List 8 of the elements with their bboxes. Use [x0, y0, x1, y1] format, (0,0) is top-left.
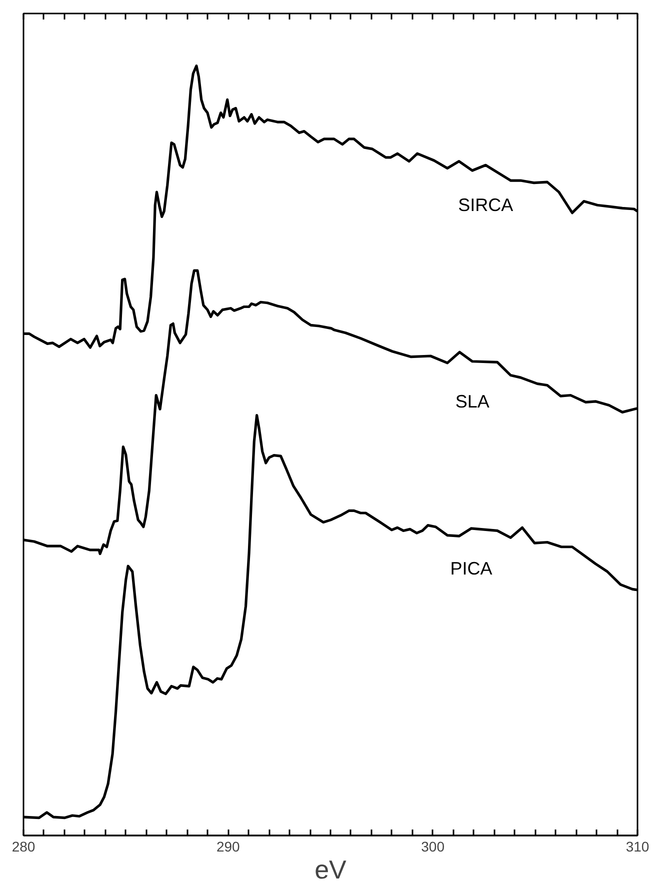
x-tick-label: 280 [12, 838, 36, 854]
series-label: SLA [455, 391, 490, 412]
x-tick-label: 310 [626, 838, 650, 854]
series-label: PICA [450, 558, 492, 578]
x-tick-label: 300 [421, 838, 445, 854]
series-label: SIRCA [458, 195, 514, 216]
x-axis-title: eV [314, 854, 348, 884]
x-tick-label: 290 [216, 838, 240, 854]
